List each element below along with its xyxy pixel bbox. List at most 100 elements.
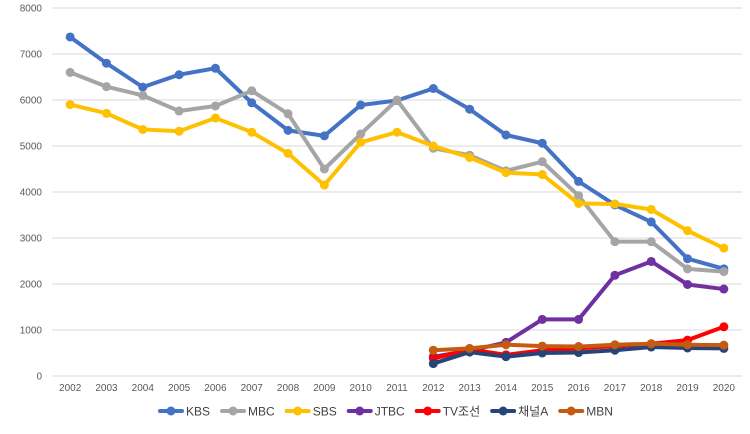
data-point	[537, 341, 547, 351]
data-point	[465, 104, 475, 114]
legend-item: MBC	[220, 405, 275, 419]
data-point	[428, 359, 438, 369]
y-tick-label: 8000	[20, 4, 43, 15]
legend-swatch-marker	[228, 406, 238, 416]
data-point	[65, 32, 75, 42]
x-tick-label: 2014	[495, 383, 518, 394]
series-line	[68, 34, 726, 271]
legend-label: 채널A	[518, 405, 548, 419]
data-point	[574, 314, 584, 324]
data-point	[428, 141, 438, 151]
x-tick-label: 2013	[459, 383, 482, 394]
data-point	[319, 164, 329, 174]
data-point	[428, 345, 438, 355]
data-point	[719, 243, 729, 253]
data-point	[210, 101, 220, 111]
x-tick-label: 2010	[350, 383, 373, 394]
data-point	[646, 217, 656, 227]
legend-item: SBS	[284, 405, 337, 419]
data-point	[683, 340, 693, 350]
gridlines	[52, 7, 742, 377]
series-0	[65, 32, 729, 274]
legend-label: MBC	[248, 405, 275, 419]
data-point	[283, 125, 293, 135]
legend-item: 채널A	[490, 405, 548, 419]
y-tick-label: 2000	[20, 280, 43, 291]
series-line	[68, 102, 726, 251]
data-point	[501, 340, 511, 350]
legend-item: TV조선	[414, 405, 480, 419]
y-tick-label: 0	[36, 372, 42, 383]
x-tick-label: 2018	[640, 383, 663, 394]
legend-label: JTBC	[375, 405, 405, 419]
y-tick-label: 7000	[20, 50, 43, 61]
legend-swatch-marker	[355, 406, 365, 416]
data-point	[465, 153, 475, 162]
data-point	[174, 70, 184, 80]
data-point	[610, 199, 620, 209]
x-tick-label: 2005	[168, 383, 191, 394]
data-point	[428, 84, 438, 93]
data-point	[646, 204, 656, 214]
data-point	[683, 254, 693, 264]
data-point	[210, 63, 220, 73]
x-tick-label: 2019	[676, 383, 699, 394]
legend-swatch-marker	[423, 406, 433, 416]
data-point	[574, 342, 584, 352]
x-tick-label: 2016	[567, 383, 590, 394]
data-point	[247, 98, 257, 108]
data-point	[138, 82, 148, 92]
x-tick-label: 2015	[531, 383, 554, 394]
data-point	[356, 100, 366, 110]
data-point	[610, 270, 620, 280]
x-tick-label: 2004	[132, 383, 155, 394]
data-point	[574, 176, 584, 186]
x-axis-ticks: 2002 2003 2004 2005 2006 2007 2008 2009 2010 2011…	[59, 383, 735, 394]
data-point	[283, 148, 293, 158]
data-point	[392, 95, 402, 105]
data-point	[65, 67, 75, 77]
data-point	[138, 124, 148, 134]
data-point	[247, 127, 257, 137]
data-point	[138, 90, 148, 100]
y-tick-label: 3000	[20, 234, 43, 245]
data-point	[537, 138, 547, 148]
data-point	[101, 82, 111, 92]
data-point	[683, 264, 693, 274]
data-point	[356, 129, 366, 139]
x-tick-label: 2011	[386, 383, 408, 394]
y-tick-label: 6000	[20, 96, 43, 107]
series-2	[65, 100, 729, 253]
legend-swatch-marker	[498, 406, 508, 416]
data-point	[646, 256, 656, 266]
x-tick-label: 2017	[604, 383, 627, 394]
series-6	[428, 339, 729, 355]
data-point	[683, 279, 693, 289]
y-tick-label: 5000	[20, 142, 43, 153]
legend-label: MBN	[586, 405, 613, 419]
data-point	[610, 237, 620, 247]
data-point	[319, 131, 329, 141]
data-point	[319, 180, 329, 190]
data-point	[537, 348, 547, 358]
legend-label: SBS	[313, 405, 337, 419]
legend-label: KBS	[186, 405, 210, 419]
y-axis-ticks: 0 1000 2000 3000 4000 5000 6000 7000 8000	[20, 4, 43, 383]
y-tick-label: 4000	[20, 188, 43, 199]
data-point	[719, 267, 729, 277]
series-1	[65, 67, 729, 277]
x-tick-label: 2002	[59, 383, 82, 394]
x-tick-label: 2009	[313, 383, 336, 394]
data-point	[501, 352, 511, 362]
data-point	[101, 108, 111, 118]
legend-swatch-marker	[166, 406, 176, 416]
data-point	[719, 340, 729, 350]
x-tick-label: 2008	[277, 383, 300, 394]
y-tick-label: 1000	[20, 326, 43, 337]
data-point	[646, 237, 656, 247]
data-point	[501, 168, 511, 178]
data-point	[574, 191, 584, 201]
x-tick-label: 2007	[241, 383, 264, 394]
data-point	[537, 157, 547, 167]
